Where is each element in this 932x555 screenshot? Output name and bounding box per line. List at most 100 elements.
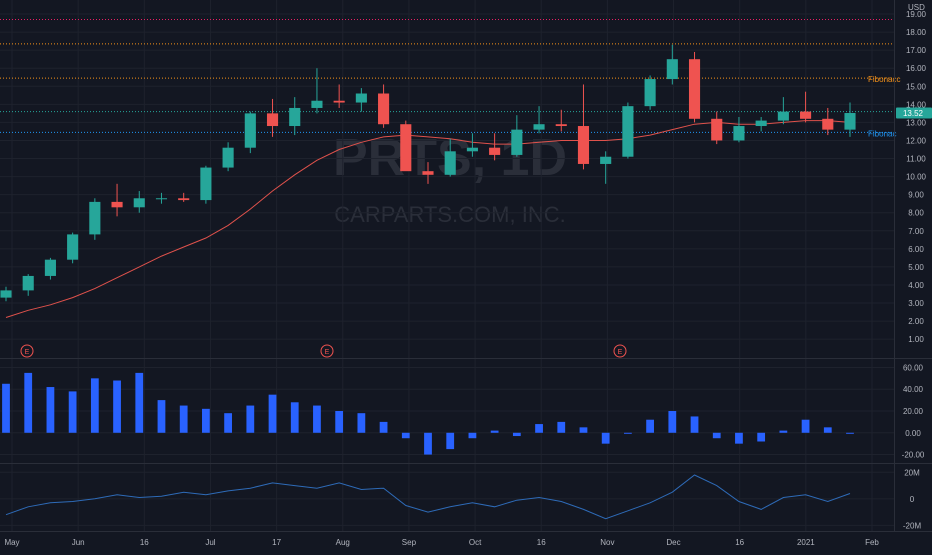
price-axis-tick: 2.00 [908, 317, 924, 326]
candle-body[interactable] [511, 129, 523, 155]
candle-body[interactable] [466, 147, 478, 152]
candle-body[interactable] [355, 93, 367, 103]
candle-body[interactable] [822, 118, 834, 130]
candle-body[interactable] [111, 201, 123, 208]
candle-body[interactable] [555, 124, 567, 127]
candle-body[interactable] [178, 198, 190, 201]
candle-body[interactable] [0, 290, 12, 298]
osc-bar [46, 387, 55, 433]
time-axis-tick: 17 [272, 538, 281, 547]
candle-body[interactable] [22, 275, 34, 291]
currency-label: USD [908, 3, 925, 12]
price-axis-tick: 18.00 [906, 28, 927, 37]
volume-oscillator-line [5, 474, 851, 520]
candles[interactable] [0, 44, 856, 302]
osc-bar [313, 405, 321, 433]
candle-body[interactable] [67, 234, 79, 260]
candle-body[interactable] [755, 120, 767, 127]
last-price-value: 13.52 [903, 109, 924, 118]
osc-axis-tick: -20.00 [902, 451, 925, 460]
price-axis-tick: 19.00 [906, 10, 927, 19]
price-axis-tick: 11.00 [906, 155, 926, 164]
candle-body[interactable] [422, 171, 434, 175]
candle-body[interactable] [577, 126, 590, 164]
candle-body[interactable] [333, 100, 345, 103]
price-axis[interactable]: 19.00 18.00 17.00 16.00 15.00 14.00 13.00 12.00… [902, 10, 927, 530]
time-axis-tick: Jun [72, 538, 85, 547]
price-axis-tick: 14.00 [906, 100, 927, 109]
candle-body[interactable] [777, 111, 789, 121]
candle-body[interactable] [444, 151, 456, 175]
candle-body[interactable] [155, 198, 168, 200]
price-axis-tick: 7.00 [908, 227, 924, 236]
price-axis-tick: 8.00 [908, 209, 924, 218]
candle-body[interactable] [89, 201, 101, 235]
osc-bar [224, 413, 232, 433]
candle-body[interactable] [489, 147, 501, 155]
earnings-marker[interactable]: E [613, 344, 627, 358]
osc-axis-tick: 60.00 [903, 363, 924, 372]
grid [0, 0, 894, 531]
osc-axis-tick: 40.00 [903, 385, 924, 394]
osc-bar [779, 430, 788, 433]
candle-body[interactable] [311, 100, 323, 108]
time-axis-tick: Sep [402, 538, 417, 547]
osc-bar [424, 432, 432, 455]
candle-body[interactable] [289, 107, 301, 127]
price-axis-tick: 3.00 [908, 299, 924, 308]
candle-body[interactable] [711, 118, 723, 141]
price-axis-tick: 15.00 [906, 82, 927, 91]
price-axis-tick: 4.00 [908, 281, 924, 290]
earnings-label: E [25, 349, 30, 356]
earnings-circle-icon [320, 344, 334, 358]
osc-bar [712, 432, 721, 439]
candle-body[interactable] [200, 167, 212, 201]
time-axis-tick: 16 [140, 538, 149, 547]
osc-bar [757, 432, 766, 442]
candle-body[interactable] [844, 113, 856, 130]
candle-body[interactable] [600, 156, 612, 164]
osc-bar [490, 430, 499, 433]
candle-body[interactable] [44, 259, 56, 276]
osc-bar [646, 419, 654, 433]
candle-body[interactable] [800, 111, 812, 119]
osc-bar [601, 432, 610, 444]
osc-bar [246, 405, 255, 433]
candle-body[interactable] [688, 59, 701, 119]
candle-body[interactable] [133, 198, 145, 208]
earnings-marker[interactable]: E [20, 344, 34, 358]
candle-body[interactable] [378, 93, 390, 125]
fib-level-label: Fibonacc [868, 75, 900, 84]
price-axis-tick: 10.00 [906, 173, 927, 182]
price-axis-tick: 16.00 [906, 64, 927, 73]
osc-bar [157, 400, 166, 433]
fib-level-label: Fibonac [868, 129, 896, 138]
candle-body[interactable] [666, 59, 678, 80]
osc-bar [357, 413, 366, 433]
time-axis[interactable]: May Jun 16 Jul 17 Aug Sep Oct 16 Nov Dec 16 2021 Feb [4, 538, 879, 547]
candle-body[interactable] [733, 126, 745, 141]
candle-body[interactable] [244, 113, 256, 148]
earnings-label: E [618, 349, 623, 356]
osc-bar [90, 378, 99, 433]
moving-average [5, 120, 851, 318]
time-axis-tick: 16 [537, 538, 546, 547]
osc-bar [801, 419, 810, 433]
candle-body[interactable] [400, 124, 412, 172]
candle-body[interactable] [622, 106, 634, 157]
osc-bar [179, 405, 188, 433]
osc-bar [535, 424, 543, 433]
candle-body[interactable] [644, 79, 656, 107]
watermark-company: CARPARTS.COM, INC. [334, 202, 565, 227]
time-axis-tick: 16 [735, 538, 744, 547]
candle-body[interactable] [222, 147, 234, 168]
earnings-marker[interactable]: E [320, 344, 334, 358]
candle-body[interactable] [533, 124, 545, 130]
oscillator-histogram [2, 372, 854, 455]
candle-body[interactable] [266, 113, 279, 127]
vol-axis-tick: 0 [910, 495, 915, 504]
osc-bar [624, 432, 632, 434]
osc-bar [668, 411, 677, 433]
